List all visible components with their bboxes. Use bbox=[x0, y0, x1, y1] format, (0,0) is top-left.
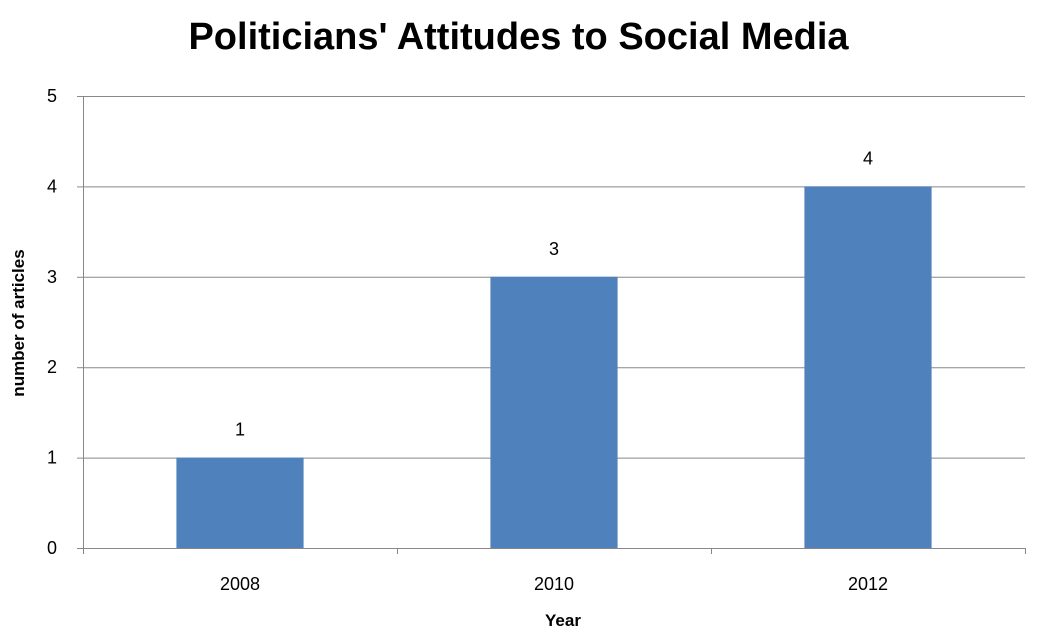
chart-title: Politicians' Attitudes to Social Media bbox=[188, 16, 849, 58]
axes bbox=[77, 96, 1026, 554]
y-tick-label: 2 bbox=[47, 357, 57, 377]
y-tick-label: 1 bbox=[47, 448, 57, 468]
y-tick-label: 3 bbox=[47, 267, 57, 287]
y-tick-label: 4 bbox=[47, 176, 57, 196]
bars bbox=[176, 186, 932, 548]
x-axis-title: Year bbox=[545, 611, 581, 630]
bar-2012 bbox=[804, 186, 932, 548]
x-tick-label: 2010 bbox=[534, 574, 574, 594]
x-tick-label: 2008 bbox=[220, 574, 260, 594]
data-label: 1 bbox=[235, 420, 245, 440]
x-tick-label: 2012 bbox=[848, 574, 888, 594]
y-tick-label: 0 bbox=[47, 538, 57, 558]
data-label: 3 bbox=[549, 239, 559, 259]
y-tick-label: 5 bbox=[47, 86, 57, 106]
bar-2010 bbox=[490, 276, 618, 548]
data-label: 4 bbox=[863, 148, 873, 168]
bar-2008 bbox=[176, 457, 304, 548]
labels: 0 1 2 3 4 5 1 2008 3 2010 4 2012 bbox=[47, 86, 888, 594]
y-axis-title: number of articles bbox=[9, 249, 28, 396]
